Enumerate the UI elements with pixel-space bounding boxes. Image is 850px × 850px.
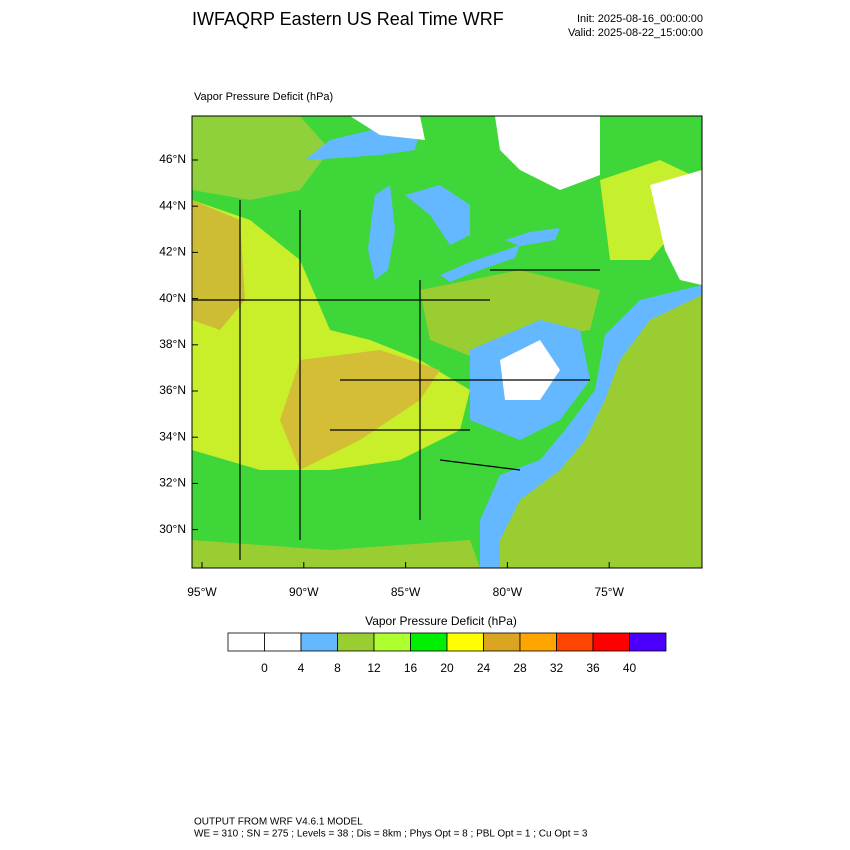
colorbar-label: 8 — [334, 661, 341, 675]
lat-label: 36°N — [159, 383, 186, 397]
lon-label: 90°W — [289, 585, 319, 599]
lon-label: 95°W — [187, 585, 217, 599]
colorbar-box — [227, 632, 265, 652]
region — [500, 340, 560, 400]
colorbar-box — [592, 632, 630, 652]
region — [650, 170, 702, 285]
colorbar-label: 40 — [623, 661, 637, 675]
lake — [505, 228, 560, 246]
colorbar-label: 16 — [404, 661, 418, 675]
lat-label: 44°N — [159, 198, 186, 212]
colorbar-title: Vapor Pressure Deficit (hPa) — [365, 614, 517, 628]
lat-label: 30°N — [159, 522, 186, 536]
footer-line: WE = 310 ; SN = 275 ; Levels = 38 ; Dis … — [194, 829, 588, 840]
gulf — [192, 540, 480, 568]
colorbar-box — [483, 632, 521, 652]
footer-line: OUTPUT FROM WRF V4.6.1 MODEL — [194, 817, 363, 828]
lat-axis: 46°N 44°N 42°N 40°N 38°N 36°N 34°N 32°N 30°N — [159, 152, 198, 536]
map-label: Vapor Pressure Deficit (hPa) — [194, 91, 333, 103]
lon-label: 80°W — [493, 585, 523, 599]
colorbar-label: 0 — [261, 661, 268, 675]
map: 46°N 44°N 42°N 40°N 38°N 36°N 34°N 32°N 30°N 95°… — [159, 115, 703, 599]
region — [420, 270, 600, 360]
colorbar-label: 4 — [298, 661, 305, 675]
colorbar-box — [446, 632, 484, 652]
colorbar-box — [337, 632, 375, 652]
colorbar-box — [556, 632, 594, 652]
colorbar-box — [264, 632, 302, 652]
valid-time: Valid: 2025-08-22_15:00:00 — [568, 27, 703, 39]
region — [192, 200, 245, 330]
title: IWFAQRP Eastern US Real Time WRF — [192, 9, 504, 29]
region — [192, 116, 330, 200]
lon-label: 85°W — [391, 585, 421, 599]
lat-label: 32°N — [159, 476, 186, 490]
colorbar: 0 4 8 12 16 20 24 28 32 36 40 — [227, 632, 667, 675]
lake — [368, 185, 395, 280]
colorbar-label: 20 — [440, 661, 454, 675]
lat-label: 34°N — [159, 429, 186, 443]
map-frame — [191, 115, 703, 569]
colorbar-label: 36 — [586, 661, 600, 675]
lat-label: 40°N — [159, 291, 186, 305]
colorbar-box — [410, 632, 448, 652]
region — [495, 116, 600, 190]
lon-label: 75°W — [594, 585, 624, 599]
colorbar-box — [373, 632, 411, 652]
boundaries — [192, 200, 600, 560]
colorbar-box — [629, 632, 667, 652]
colorbar-box — [519, 632, 557, 652]
colorbar-label: 12 — [367, 661, 381, 675]
colorbar-box — [300, 632, 338, 652]
lon-axis: 95°W 90°W 85°W 80°W 75°W — [187, 562, 625, 599]
ocean — [500, 295, 702, 568]
colorbar-label: 28 — [513, 661, 527, 675]
init-time: Init: 2025-08-16_00:00:00 — [577, 13, 703, 25]
lat-label: 42°N — [159, 245, 186, 259]
map-fill — [192, 116, 702, 568]
lake — [405, 185, 470, 245]
colorbar-label: 32 — [550, 661, 564, 675]
lat-label: 38°N — [159, 337, 186, 351]
colorbar-label: 24 — [477, 661, 491, 675]
lake — [440, 245, 520, 282]
lat-label: 46°N — [159, 152, 186, 166]
region — [350, 116, 425, 140]
